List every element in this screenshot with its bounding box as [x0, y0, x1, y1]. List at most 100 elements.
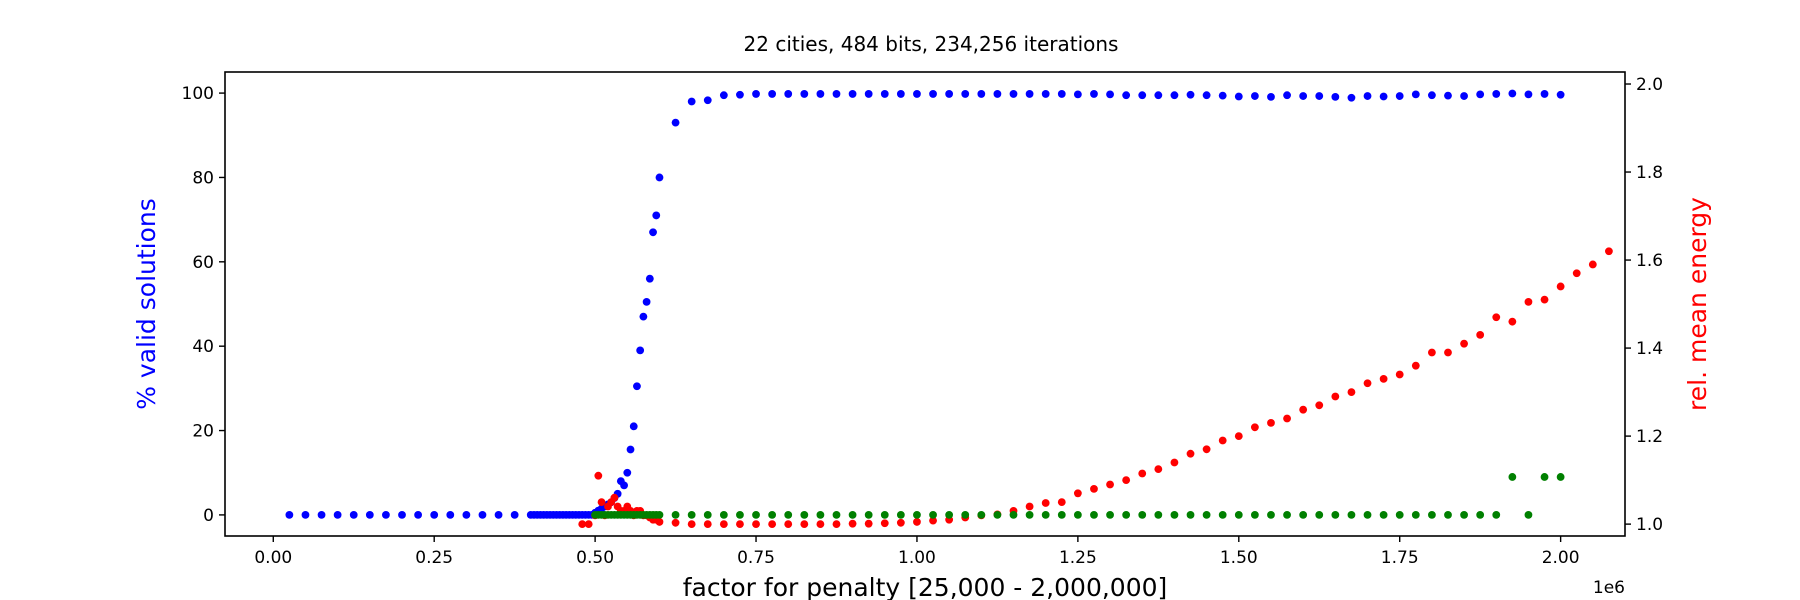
data-point — [977, 90, 986, 98]
data-point — [1267, 511, 1275, 519]
data-point — [1218, 511, 1227, 519]
data-point — [1283, 511, 1291, 519]
data-point — [1315, 401, 1324, 410]
x-axis-offset-label: 1e6 — [1593, 578, 1625, 598]
data-point — [1588, 260, 1597, 269]
data-point — [1299, 405, 1308, 414]
x-tick-label: 1.00 — [898, 548, 936, 568]
right-tick-label: 1.8 — [1636, 163, 1663, 183]
plot-area-frame — [224, 71, 1626, 537]
data-point — [1444, 348, 1452, 357]
data-point — [1460, 339, 1468, 348]
data-point — [880, 511, 889, 519]
data-point — [1347, 93, 1356, 102]
data-point — [594, 471, 603, 480]
data-point — [584, 520, 593, 529]
data-point — [1395, 370, 1404, 379]
left-tick-label: 80 — [192, 168, 214, 188]
data-point — [1283, 414, 1291, 423]
data-point — [1057, 498, 1066, 507]
data-point — [1460, 92, 1468, 100]
data-point — [1476, 90, 1485, 99]
data-point — [1073, 511, 1082, 519]
data-point — [864, 511, 873, 519]
x-tick-label: 0.50 — [576, 548, 614, 568]
data-point — [1444, 511, 1452, 519]
data-point — [1524, 511, 1533, 519]
data-point — [1009, 90, 1018, 98]
left-tick-label: 20 — [192, 422, 214, 442]
data-point — [1363, 92, 1372, 100]
data-point — [671, 518, 680, 527]
data-point — [333, 511, 342, 519]
data-point — [1186, 90, 1195, 99]
data-point — [768, 520, 777, 529]
data-point — [1154, 91, 1163, 100]
data-point — [896, 90, 905, 98]
data-point — [623, 468, 632, 477]
data-point — [1556, 90, 1565, 99]
data-point — [1250, 423, 1259, 432]
data-point — [1444, 91, 1452, 100]
left-tick-label: 0 — [203, 506, 214, 526]
data-point — [864, 90, 873, 98]
left-tick-label: 40 — [192, 337, 214, 357]
right-tick-label: 1.2 — [1636, 427, 1663, 447]
data-point — [1267, 92, 1275, 101]
data-point — [1347, 511, 1356, 519]
data-point — [1540, 295, 1549, 304]
data-point — [1508, 317, 1517, 326]
data-point — [1315, 511, 1324, 519]
data-point — [1331, 92, 1340, 101]
data-point — [671, 118, 680, 127]
data-point — [703, 96, 712, 105]
data-point — [929, 90, 937, 98]
data-point — [848, 511, 857, 519]
data-point — [1508, 473, 1517, 481]
data-point — [752, 90, 760, 98]
data-point — [1073, 489, 1082, 498]
data-point — [639, 312, 648, 321]
data-point — [768, 511, 777, 519]
data-point — [636, 346, 645, 355]
data-point — [1234, 511, 1243, 519]
data-point — [816, 511, 825, 519]
data-point — [349, 511, 358, 519]
data-point — [848, 90, 857, 98]
data-point — [1540, 90, 1549, 98]
data-point — [1476, 511, 1485, 519]
data-point — [478, 511, 487, 519]
data-point — [655, 518, 664, 526]
data-point — [784, 90, 793, 98]
data-point — [414, 511, 422, 519]
data-point — [719, 511, 728, 519]
data-point — [1476, 330, 1485, 339]
data-point — [1041, 511, 1050, 519]
data-point — [365, 511, 374, 519]
data-point — [430, 511, 439, 519]
data-point — [285, 511, 294, 519]
data-point — [462, 511, 471, 519]
data-point — [1041, 90, 1050, 98]
data-point — [864, 519, 873, 528]
data-point — [703, 520, 712, 529]
data-point — [446, 511, 455, 519]
data-point — [1524, 90, 1533, 99]
data-point — [1122, 476, 1131, 485]
data-point — [1073, 90, 1082, 99]
data-point — [1202, 511, 1211, 519]
data-point — [719, 91, 728, 100]
data-point — [687, 520, 696, 529]
data-point — [620, 481, 628, 490]
data-point — [687, 511, 696, 519]
data-point — [752, 520, 760, 529]
data-point — [1202, 445, 1211, 454]
data-point — [597, 498, 606, 507]
x-tick-label: 1.50 — [1220, 548, 1258, 568]
data-point — [1428, 91, 1436, 100]
data-point — [1106, 511, 1114, 519]
data-point — [578, 520, 587, 529]
data-point — [1234, 432, 1243, 440]
data-point — [848, 519, 857, 528]
